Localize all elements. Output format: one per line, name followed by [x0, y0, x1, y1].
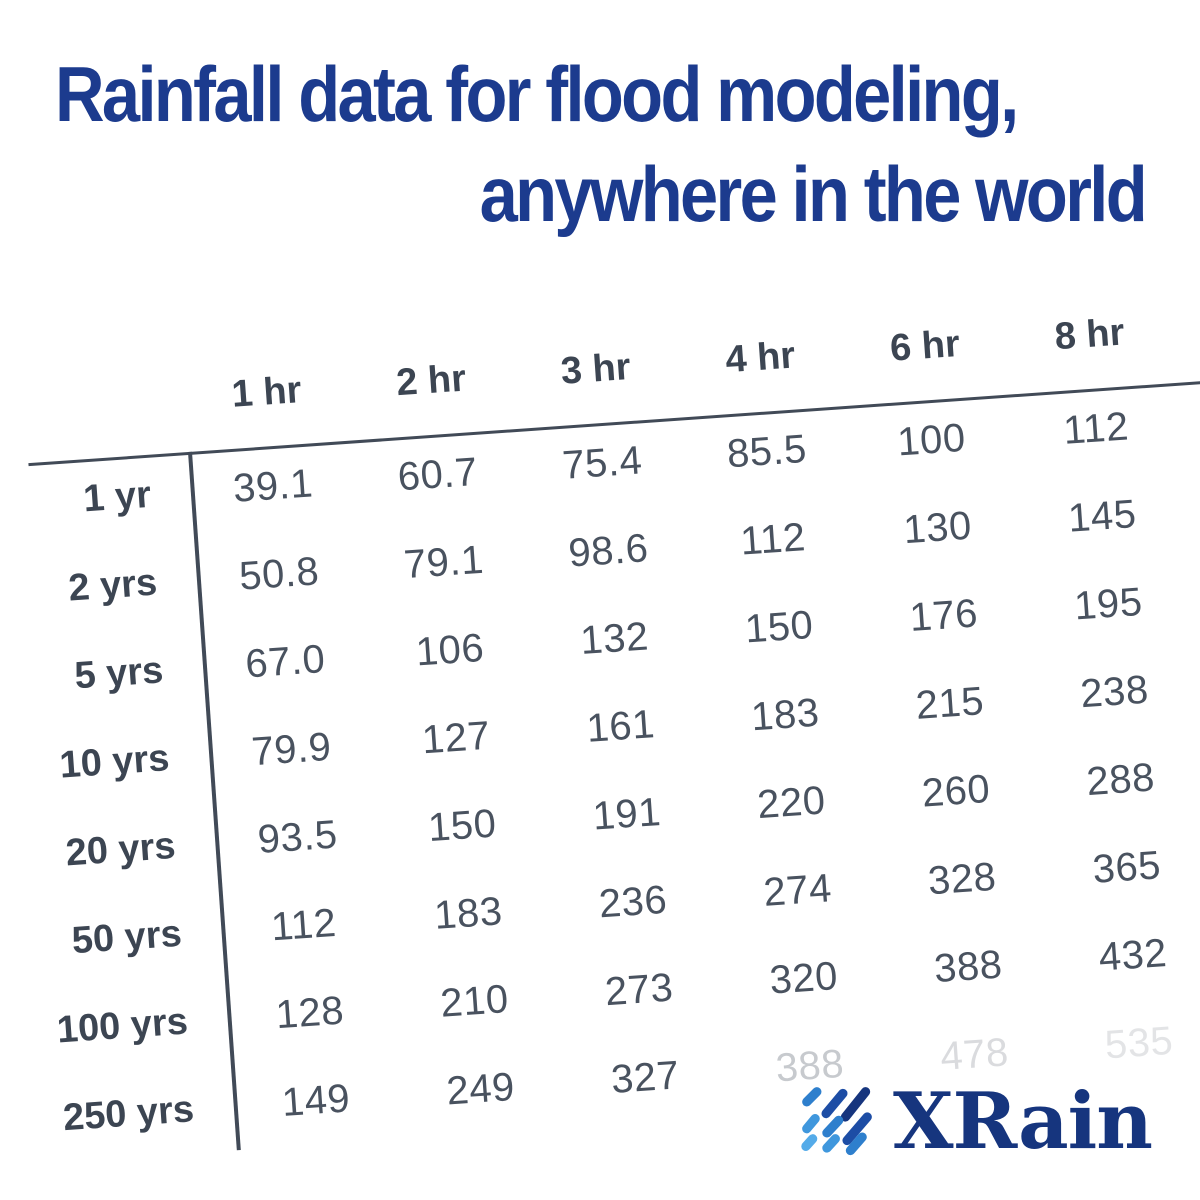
table-cell: 106 [414, 625, 486, 675]
table-cell: 273 [603, 965, 675, 1015]
rain-streaks-icon [801, 1087, 872, 1156]
row-label-250-yrs: 250 yrs [61, 1088, 196, 1140]
table-cell: 75.4 [560, 438, 644, 488]
table-cell: 60.7 [396, 449, 480, 500]
table-cell: 328 [926, 854, 998, 904]
table-cell: 535 [1103, 1018, 1175, 1068]
column-header-1-hr: 1 hr [230, 368, 303, 416]
table-cell: 112 [269, 900, 338, 950]
table-cell: 132 [578, 614, 651, 664]
row-label-10-yrs: 10 yrs [58, 737, 171, 787]
table-cell: 388 [932, 942, 1004, 992]
table-cell: 39.1 [231, 461, 315, 511]
table-cell: 288 [1085, 755, 1157, 805]
table-cell: 50.8 [237, 549, 321, 599]
column-header-2-hr: 2 hr [394, 357, 468, 405]
column-header-3-hr: 3 hr [559, 345, 632, 393]
row-label-100-yrs: 100 yrs [55, 1000, 190, 1052]
table-cell: 79.9 [250, 724, 333, 775]
table-cell: 130 [902, 503, 974, 553]
row-label-50-yrs: 50 yrs [70, 912, 184, 963]
table-cell: 161 [585, 702, 657, 751]
table-cell: 127 [420, 713, 492, 763]
table-cell: 365 [1091, 843, 1163, 892]
table-cell: 274 [761, 866, 834, 915]
table-cell: 195 [1072, 579, 1144, 629]
title-line-1: Rainfall data for flood modeling, [55, 50, 1019, 138]
table-cell: 145 [1066, 492, 1138, 541]
table-cell: 327 [609, 1053, 681, 1102]
page-title: Rainfall data for flood modeling, anywhe… [55, 44, 1148, 244]
table-cell: 183 [432, 889, 504, 938]
table-cell: 210 [438, 977, 511, 1026]
table-cell: 236 [597, 877, 669, 927]
row-label-2-yrs: 2 yrs [67, 561, 159, 610]
table-cell: 150 [426, 801, 498, 851]
table-cell: 432 [1097, 930, 1169, 980]
title-line-2: anywhere in the world [479, 150, 1148, 238]
row-label-5-yrs: 5 yrs [73, 649, 165, 698]
column-header-8-hr: 8 hr [1053, 311, 1126, 359]
table-cell: 128 [274, 988, 346, 1038]
table-cell: 112 [738, 515, 808, 564]
table-cell: 93.5 [256, 812, 340, 863]
table-cell: 98.6 [567, 526, 650, 576]
column-header-4-hr: 4 hr [724, 334, 797, 382]
table-cell: 260 [920, 766, 992, 816]
logo-wordmark: XRain [892, 1076, 1153, 1167]
xrain-logo: XRain [795, 1076, 1153, 1167]
table-cell: 183 [749, 690, 821, 740]
table-cell: 85.5 [725, 426, 809, 477]
table-cell: 215 [914, 679, 986, 728]
table-cell: 249 [445, 1064, 517, 1114]
table-cell: 149 [280, 1076, 352, 1125]
table-cell: 320 [768, 954, 840, 1003]
table-cell: 112 [1061, 404, 1131, 453]
table-cell: 150 [743, 602, 815, 652]
table-cell: 79.1 [402, 537, 486, 588]
table-cell: 220 [755, 778, 828, 828]
table-cell: 238 [1078, 667, 1151, 717]
table-cell: 176 [908, 591, 980, 641]
table-cell: 100 [895, 415, 968, 465]
table-cell: 191 [591, 789, 663, 839]
row-label-1-yr: 1 yr [81, 473, 153, 521]
row-label-20-yrs: 20 yrs [64, 824, 177, 875]
table-cell: 67.0 [243, 636, 327, 687]
column-header-6-hr: 6 hr [888, 322, 962, 370]
